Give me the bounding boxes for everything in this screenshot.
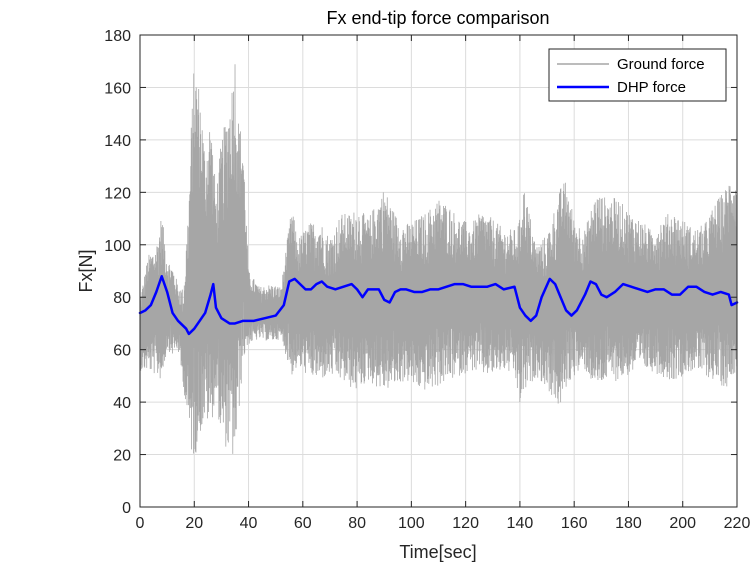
x-tick-label: 60 bbox=[294, 515, 312, 532]
x-tick-label: 0 bbox=[136, 515, 145, 532]
y-tick-label: 120 bbox=[104, 185, 131, 202]
legend-box bbox=[548, 48, 727, 102]
x-tick-label: 120 bbox=[452, 515, 479, 532]
plot-frame bbox=[139, 34, 738, 508]
y-tick-label: 140 bbox=[104, 133, 131, 150]
series-layer bbox=[138, 64, 739, 454]
series-ground-force bbox=[139, 64, 738, 454]
x-axis-label: Time[sec] bbox=[399, 542, 476, 562]
series-dhp-force bbox=[138, 274, 739, 336]
legend-label-ground-force: Ground force bbox=[617, 56, 705, 73]
legend: Ground force DHP force bbox=[548, 48, 727, 102]
x-tick-label: 80 bbox=[348, 515, 366, 532]
y-axis-label: Fx[N] bbox=[76, 250, 96, 293]
x-tick-label: 220 bbox=[724, 515, 751, 532]
legend-label-dhp-force: DHP force bbox=[617, 79, 686, 96]
x-tick-label: 100 bbox=[398, 515, 425, 532]
y-tick-label: 60 bbox=[113, 343, 131, 360]
y-tick-label: 0 bbox=[122, 500, 131, 517]
x-tick-label: 40 bbox=[240, 515, 258, 532]
chart-title: Fx end-tip force comparison bbox=[326, 8, 549, 28]
x-tick-label: 180 bbox=[615, 515, 642, 532]
x-tick-label: 160 bbox=[561, 515, 588, 532]
y-tick-label: 100 bbox=[104, 238, 131, 255]
ticks: 0 20 40 60 80 100 120 140 160 180 200 220 0 20 40 60 80 1… bbox=[104, 28, 750, 532]
x-tick-label: 20 bbox=[185, 515, 203, 532]
x-tick-label: 200 bbox=[669, 515, 696, 532]
y-tick-label: 20 bbox=[113, 448, 131, 465]
y-tick-label: 160 bbox=[104, 80, 131, 97]
x-tick-label: 140 bbox=[507, 515, 534, 532]
y-tick-label: 40 bbox=[113, 395, 131, 412]
y-tick-label: 180 bbox=[104, 28, 131, 45]
y-tick-label: 80 bbox=[113, 290, 131, 307]
